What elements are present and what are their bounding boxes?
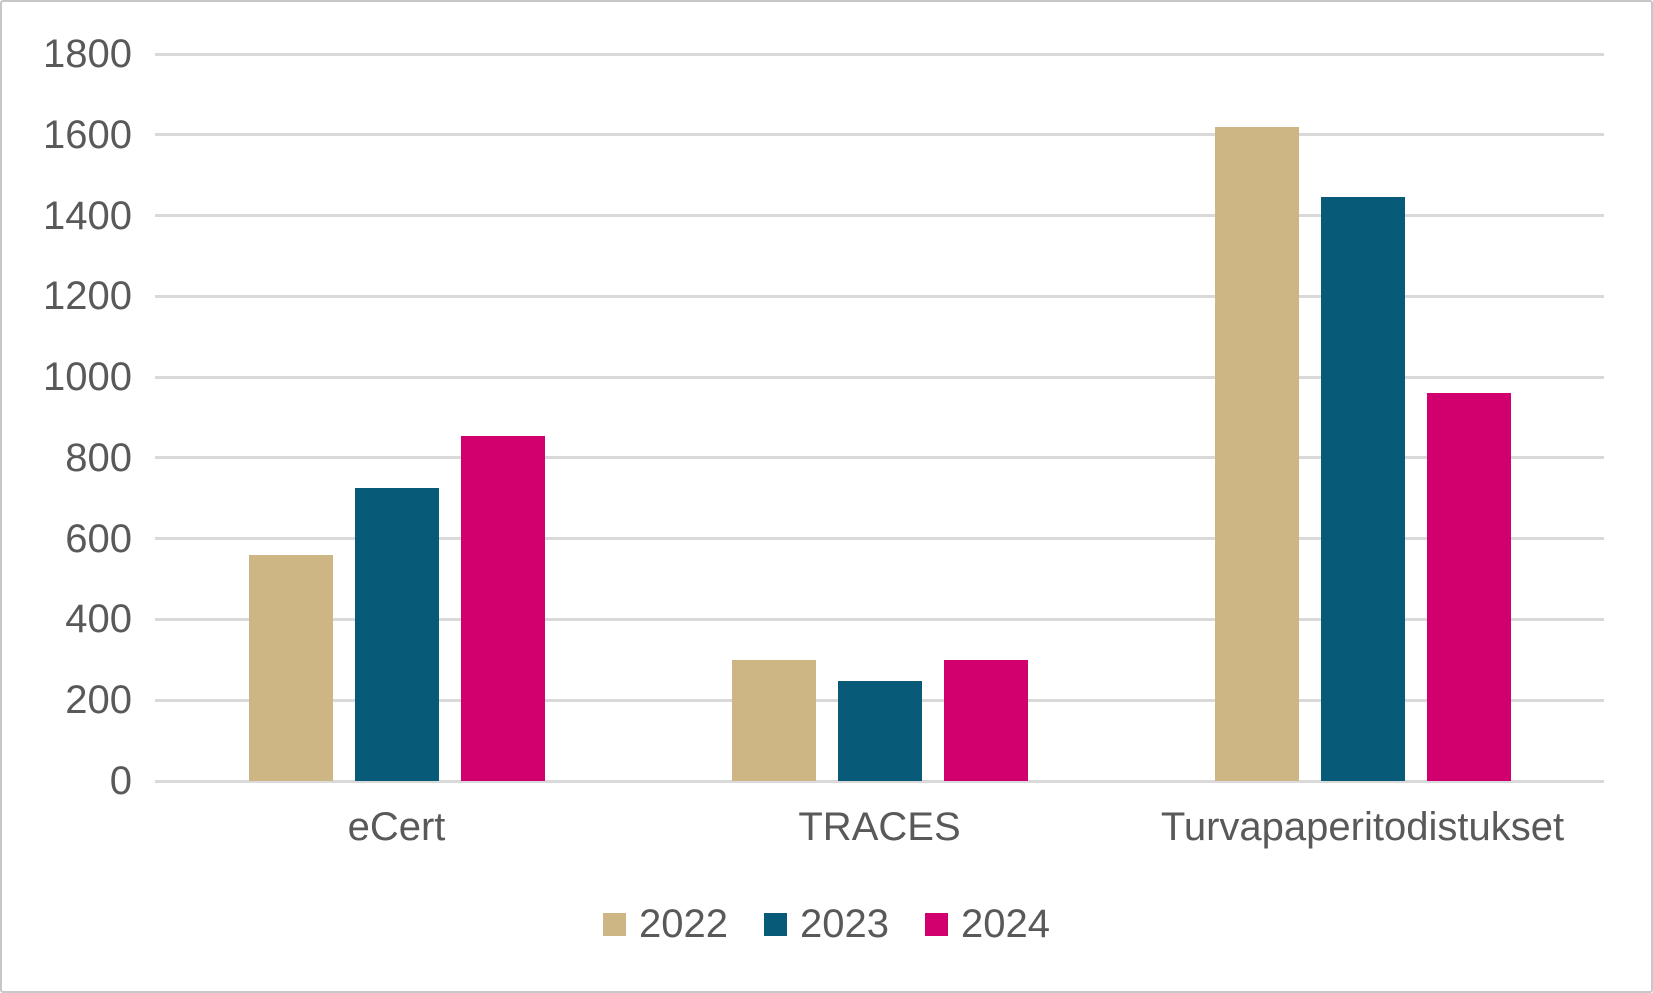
- y-tick-label-800: 800: [65, 435, 132, 480]
- bar-2024-eCert: [460, 435, 545, 781]
- legend-swatch-2024: [924, 912, 948, 936]
- y-gridline-600: [155, 537, 1604, 541]
- y-gridline-1600: [155, 133, 1604, 137]
- y-tick-label-1400: 1400: [43, 193, 132, 238]
- category-label-Turvapaperitodistukset: Turvapaperitodistukset: [1160, 805, 1565, 849]
- legend: 2022 2023 2024: [2, 898, 1651, 950]
- bar-2023-eCert: [354, 488, 439, 781]
- legend-label-2023: 2023: [800, 902, 889, 946]
- y-gridline-0: [155, 779, 1604, 783]
- y-gridline-1200: [155, 294, 1604, 298]
- y-gridline-400: [155, 617, 1604, 621]
- bar-2024-Turvapaperitodistukset: [1426, 393, 1511, 781]
- legend-item-2022: 2022: [603, 901, 728, 947]
- legend-item-2023: 2023: [764, 901, 889, 947]
- bar-2022-TRACES: [731, 659, 816, 781]
- legend-label-2022: 2022: [639, 902, 728, 946]
- y-tick-label-600: 600: [65, 516, 132, 561]
- legend-label-2024: 2024: [960, 902, 1050, 946]
- bar-2023-TRACES: [837, 680, 922, 781]
- legend-swatch-2022: [603, 912, 627, 936]
- bar-2024-TRACES: [943, 659, 1028, 781]
- y-tick-label-400: 400: [65, 597, 132, 642]
- y-tick-label-1200: 1200: [43, 274, 132, 319]
- category-label-eCert: eCert: [347, 805, 446, 849]
- y-gridline-1000: [155, 375, 1604, 379]
- category-label-TRACES: TRACES: [798, 805, 961, 849]
- legend-swatch-2023: [764, 912, 787, 936]
- y-tick-label-1000: 1000: [43, 355, 132, 400]
- y-gridline-1400: [155, 214, 1604, 218]
- y-tick-label-1800: 1800: [43, 32, 132, 76]
- y-tick-label-0: 0: [109, 759, 132, 803]
- bar-2023-Turvapaperitodistukset: [1320, 197, 1405, 781]
- y-tick-label-1600: 1600: [43, 112, 132, 157]
- bar-2022-eCert: [248, 554, 333, 781]
- y-tick-label-200: 200: [65, 678, 132, 723]
- y-gridline-1800: [155, 52, 1604, 56]
- bar-2022-Turvapaperitodistukset: [1214, 126, 1299, 781]
- legend-item-2024: 2024: [924, 901, 1050, 947]
- y-gridline-800: [155, 456, 1604, 460]
